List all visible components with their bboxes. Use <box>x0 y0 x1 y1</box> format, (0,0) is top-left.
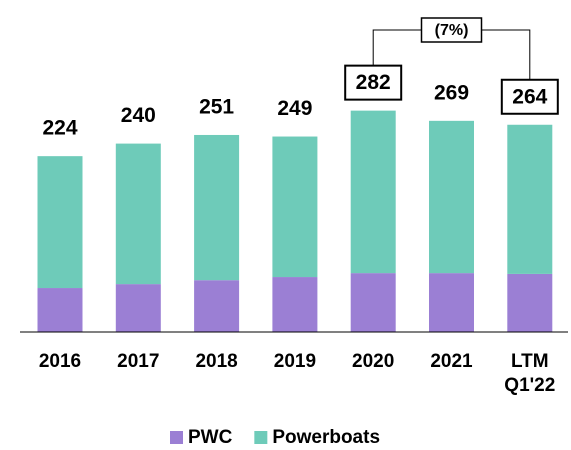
bar-segment <box>507 124 553 274</box>
total-label: 240 <box>121 104 156 127</box>
x-tick-label: LTM Q1'22 <box>504 351 556 396</box>
annotation-box <box>420 17 483 43</box>
bar-segment <box>272 277 318 332</box>
bar-segment <box>350 273 396 332</box>
x-tick-label: 2017 <box>117 351 160 372</box>
total-label: 249 <box>277 97 312 120</box>
bar-segment <box>37 288 83 332</box>
bar-segment <box>350 110 396 274</box>
legend-swatch <box>254 431 268 444</box>
x-tick-label: 2020 <box>352 351 395 372</box>
legend-swatch <box>170 431 183 444</box>
annotation-text: (7%) <box>435 22 469 39</box>
x-tick-label: 2019 <box>273 351 317 372</box>
x-tick-label: 2018 <box>195 351 238 372</box>
total-label: 251 <box>199 96 234 119</box>
total-label: 269 <box>434 81 469 104</box>
bar-segment <box>37 156 83 289</box>
bar-segment <box>429 120 474 274</box>
bar-segment <box>429 273 474 332</box>
total-label: 224 <box>42 117 77 140</box>
label-box <box>344 64 403 101</box>
bar-segment <box>194 280 240 332</box>
legend-label: Powerboats <box>272 427 380 448</box>
bar-segment <box>115 284 161 332</box>
legend-label: PWC <box>188 427 233 448</box>
label-box <box>500 78 559 115</box>
bar-segment <box>272 136 318 278</box>
total-label: 282 <box>356 71 391 94</box>
x-tick-label: 2021 <box>430 351 473 372</box>
bar-segment <box>194 134 240 281</box>
total-label: 264 <box>512 85 547 108</box>
bar-segment <box>507 273 553 332</box>
bar-segment <box>115 143 161 285</box>
x-tick-label: 2016 <box>38 351 82 372</box>
